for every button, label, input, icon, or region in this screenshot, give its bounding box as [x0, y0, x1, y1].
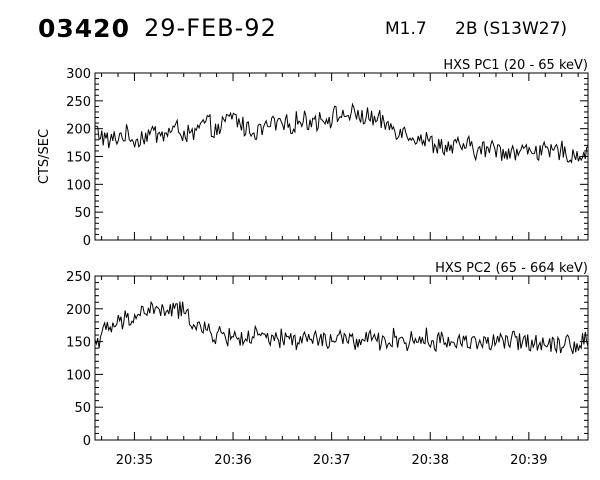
y-tick-label-100: 100 [66, 368, 91, 383]
y-tick-label-250: 250 [66, 95, 91, 110]
y-tick-label-0: 0 [83, 234, 91, 249]
flare-class: M1.7 [385, 19, 427, 39]
event-date: 29-FEB-92 [144, 14, 277, 42]
y-tick-label-100: 100 [66, 178, 91, 193]
y-tick-label-150: 150 [66, 336, 91, 351]
event-id: 03420 [38, 14, 130, 43]
x-tick-label-20-35: 20:35 [116, 453, 153, 468]
flare-importance: 2B (S13W27) [455, 19, 568, 39]
x-tick-label-20-38: 20:38 [412, 453, 449, 468]
y-tick-label-50: 50 [74, 206, 91, 221]
panel-hxs-pc1: HXS PC1 (20 - 65 keV) 0 50 100 150 200 250 300 C… [37, 58, 589, 249]
x-tick-label-20-36: 20:36 [214, 453, 251, 468]
y-axis-label: CTS/SEC [37, 129, 52, 184]
plot-title: HXS PC1 (20 - 65 keV) [443, 58, 588, 73]
x-tick-label-20-39: 20:39 [510, 453, 547, 468]
y-tick-label-250: 250 [66, 270, 91, 285]
y-tick-label-150: 150 [66, 151, 91, 166]
y-tick-label-200: 200 [66, 303, 91, 318]
plot-frame [94, 72, 589, 241]
plot-frame [94, 275, 589, 441]
panel-hxs-pc2: HXS PC2 (65 - 664 keV) 0 50 100 150 200 250 20:… [66, 261, 589, 468]
x-tick-label-20-37: 20:37 [313, 453, 350, 468]
y-tick-label-200: 200 [66, 123, 91, 138]
series-line-1 [95, 102, 589, 164]
plot-title: HXS PC2 (65 - 664 keV) [435, 261, 588, 276]
y-tick-label-0: 0 [83, 434, 91, 449]
series-line-2 [94, 300, 589, 354]
y-tick-label-300: 300 [66, 67, 91, 82]
y-tick-label-50: 50 [74, 401, 91, 416]
